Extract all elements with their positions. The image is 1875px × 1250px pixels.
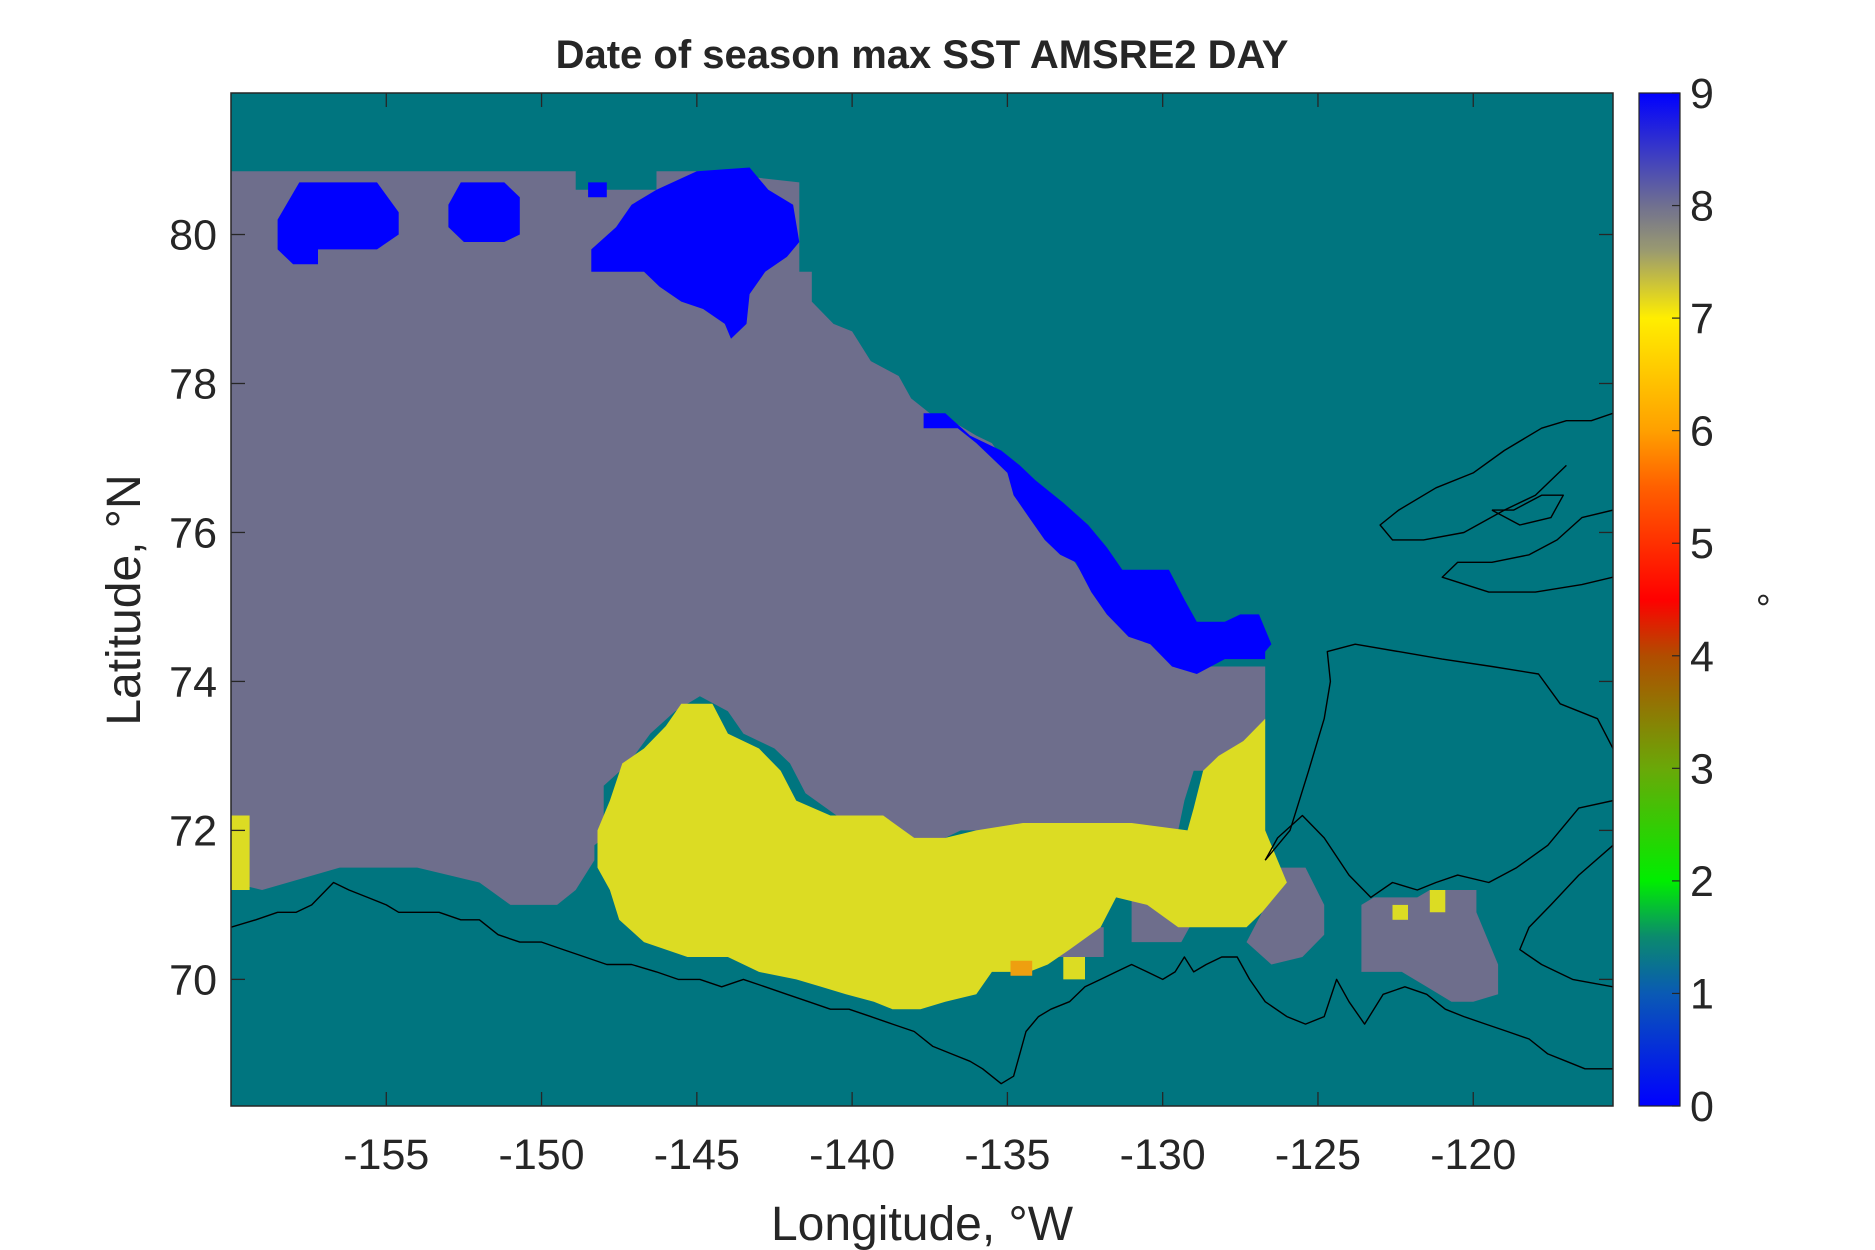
colorbar-tick-label: 1: [1690, 970, 1714, 1018]
yellow-patch-c: [1429, 890, 1446, 913]
blue-patch-c: [588, 182, 607, 198]
blue-patch-e: [923, 413, 1272, 674]
x-axis-label: Longitude, °W: [771, 1198, 1074, 1250]
x-tick-label: -125: [1275, 1131, 1361, 1179]
chart-title: Date of season max SST AMSRE2 DAY: [556, 33, 1289, 77]
colorbar-tick-label: 7: [1690, 295, 1714, 343]
colorbar-gradient: [1639, 93, 1680, 1106]
blue-patch-a: [277, 182, 399, 265]
coastline-layer: [231, 412, 1613, 1085]
yellow-region: [597, 703, 1287, 1010]
colorbar-frame: [1638, 92, 1681, 1107]
x-tick-label: -140: [809, 1131, 895, 1179]
colorbar-label: °: [1733, 592, 1775, 607]
colorbar-ticks: 0 1 2 3 4 5 6 7 8 9: [1672, 70, 1714, 1131]
colorbar-tick-label: 5: [1690, 520, 1714, 568]
y-tick-label: 70: [169, 956, 217, 1004]
colorbar-tick-label: 8: [1690, 183, 1714, 231]
blue-patch-b: [448, 182, 520, 242]
plot-frame: [230, 92, 1614, 1107]
y-tick-label: 78: [169, 360, 217, 408]
blue-patch-d: [591, 167, 800, 339]
colorbar: 0 1 2 3 4 5 6 7 8 9 °: [1638, 70, 1775, 1131]
x-axis: -155 -150 -145 -140 -135 -130 -125 -120: [343, 93, 1516, 1179]
grey-patch-a: [1246, 867, 1325, 965]
y-tick-label: 80: [169, 212, 217, 260]
colorbar-tick-label: 3: [1690, 745, 1714, 793]
yellow-patch-b: [1392, 904, 1408, 920]
plot-area: [230, 92, 1614, 1107]
alaska-yukon-coast: [231, 881, 1613, 1085]
banks-island-south: [1264, 799, 1613, 899]
regions-layer: [231, 167, 1499, 1010]
y-tick-label: 72: [169, 807, 217, 855]
x-tick-label: -145: [654, 1131, 740, 1179]
y-axis: 70 72 74 76 78 80: [169, 212, 1613, 1004]
banks-island-coast: [1264, 643, 1613, 861]
x-tick-label: -120: [1430, 1131, 1516, 1179]
yellow-patch-a: [1063, 957, 1085, 980]
grey-main-region: [231, 171, 1266, 905]
small-island-coast: [1491, 494, 1565, 526]
colorbar-tick-label: 4: [1690, 633, 1714, 681]
x-tick-label: -135: [964, 1131, 1050, 1179]
prince-patrick-island-coast: [1441, 509, 1613, 593]
colorbar-tick-label: 9: [1690, 70, 1714, 118]
y-tick-label: 74: [169, 658, 217, 706]
colorbar-tick-label: 6: [1690, 408, 1714, 456]
x-tick-label: -130: [1120, 1131, 1206, 1179]
x-tick-label: -155: [343, 1131, 429, 1179]
melville-island-coast: [1379, 412, 1613, 541]
colorbar-tick-label: 0: [1690, 1083, 1714, 1131]
x-tick-label: -150: [499, 1131, 585, 1179]
victoria-island-coast: [1519, 844, 1613, 988]
y-tick-label: 76: [169, 509, 217, 557]
orange-cell: [1010, 960, 1033, 976]
yellow-patch-d: [231, 815, 250, 890]
y-axis-label: Latitude, °N: [98, 474, 151, 725]
colorbar-tick-label: 2: [1690, 858, 1714, 906]
